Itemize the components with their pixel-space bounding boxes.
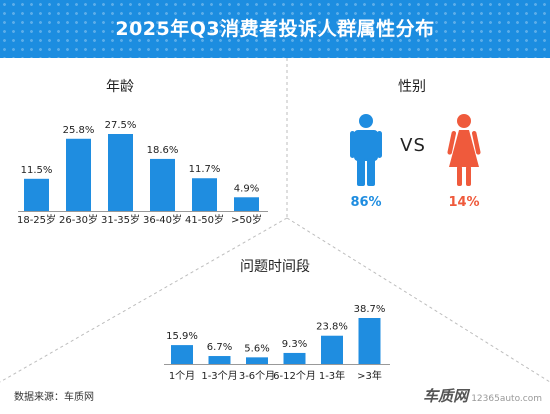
period-chart-title: 问题时间段 [240, 259, 310, 275]
male-percentage: 86% [350, 195, 382, 210]
age-bar [234, 197, 259, 211]
period-category-label: 6-12个月 [273, 370, 316, 382]
period-bar [171, 345, 193, 364]
watermark-url: 12365auto.com [471, 394, 542, 404]
age-bar-chart: 11.5% 18-25岁 25.8% 26-30岁 27.5% 31-35岁 18.6% 36… [17, 120, 268, 226]
age-chart-title: 年龄 [106, 79, 134, 95]
age-category-label: 18-25岁 [17, 213, 56, 226]
gender-title: 性别 [398, 79, 426, 95]
period-data-label: 6.7% [207, 342, 232, 353]
period-category-label: >3年 [357, 369, 382, 382]
period-bar-chart: 15.9% 1个月 6.7% 1-3个月 5.6% 3-6个月 9.3% 6-12个月 23.8… [164, 304, 390, 382]
age-bar [24, 178, 49, 211]
age-data-label: 25.8% [63, 125, 95, 136]
age-category-label: 36-40岁 [143, 213, 182, 226]
female-percentage: 14% [448, 195, 480, 210]
period-bar [358, 318, 381, 364]
versus-label: VS [400, 135, 426, 156]
left-diagonal-divider [0, 217, 288, 383]
age-data-label: 11.5% [21, 165, 53, 176]
male-person-icon [350, 114, 382, 186]
watermark: 车质网 12365auto.com [423, 385, 542, 406]
period-category-label: 1-3个月 [201, 370, 237, 382]
age-data-label: 27.5% [105, 120, 137, 131]
age-category-label: >50岁 [231, 213, 262, 226]
right-diagonal-divider [286, 217, 550, 383]
divider-lines [0, 58, 550, 383]
watermark-logo: 车质网 [423, 387, 469, 405]
period-bar [208, 356, 231, 364]
age-data-label: 18.6% [147, 145, 179, 156]
period-data-label: 5.6% [244, 343, 269, 354]
period-category-label: 1-3年 [319, 369, 345, 382]
age-bar [192, 178, 217, 211]
period-bar [321, 335, 343, 364]
period-data-label: 15.9% [166, 331, 198, 342]
page-title: 2025年Q3消费者投诉人群属性分布 [115, 18, 435, 40]
female-person-icon [447, 114, 481, 186]
age-data-label: 11.7% [189, 164, 221, 175]
age-bar [108, 134, 133, 211]
period-data-label: 9.3% [282, 339, 307, 350]
period-data-label: 23.8% [316, 322, 348, 333]
period-data-label: 38.7% [354, 304, 386, 315]
period-bar [283, 352, 306, 364]
period-bar [246, 357, 268, 364]
data-source-note: 数据来源：车质网 [14, 392, 94, 403]
period-category-label: 3-6个月 [239, 370, 275, 382]
age-category-label: 26-30岁 [59, 213, 98, 226]
period-category-label: 1个月 [169, 370, 195, 382]
age-bar [66, 138, 91, 211]
age-category-label: 41-50岁 [185, 213, 224, 226]
age-bar [150, 158, 175, 211]
age-data-label: 4.9% [234, 183, 259, 194]
age-category-label: 31-35岁 [101, 213, 140, 226]
header-bar [0, 0, 550, 58]
